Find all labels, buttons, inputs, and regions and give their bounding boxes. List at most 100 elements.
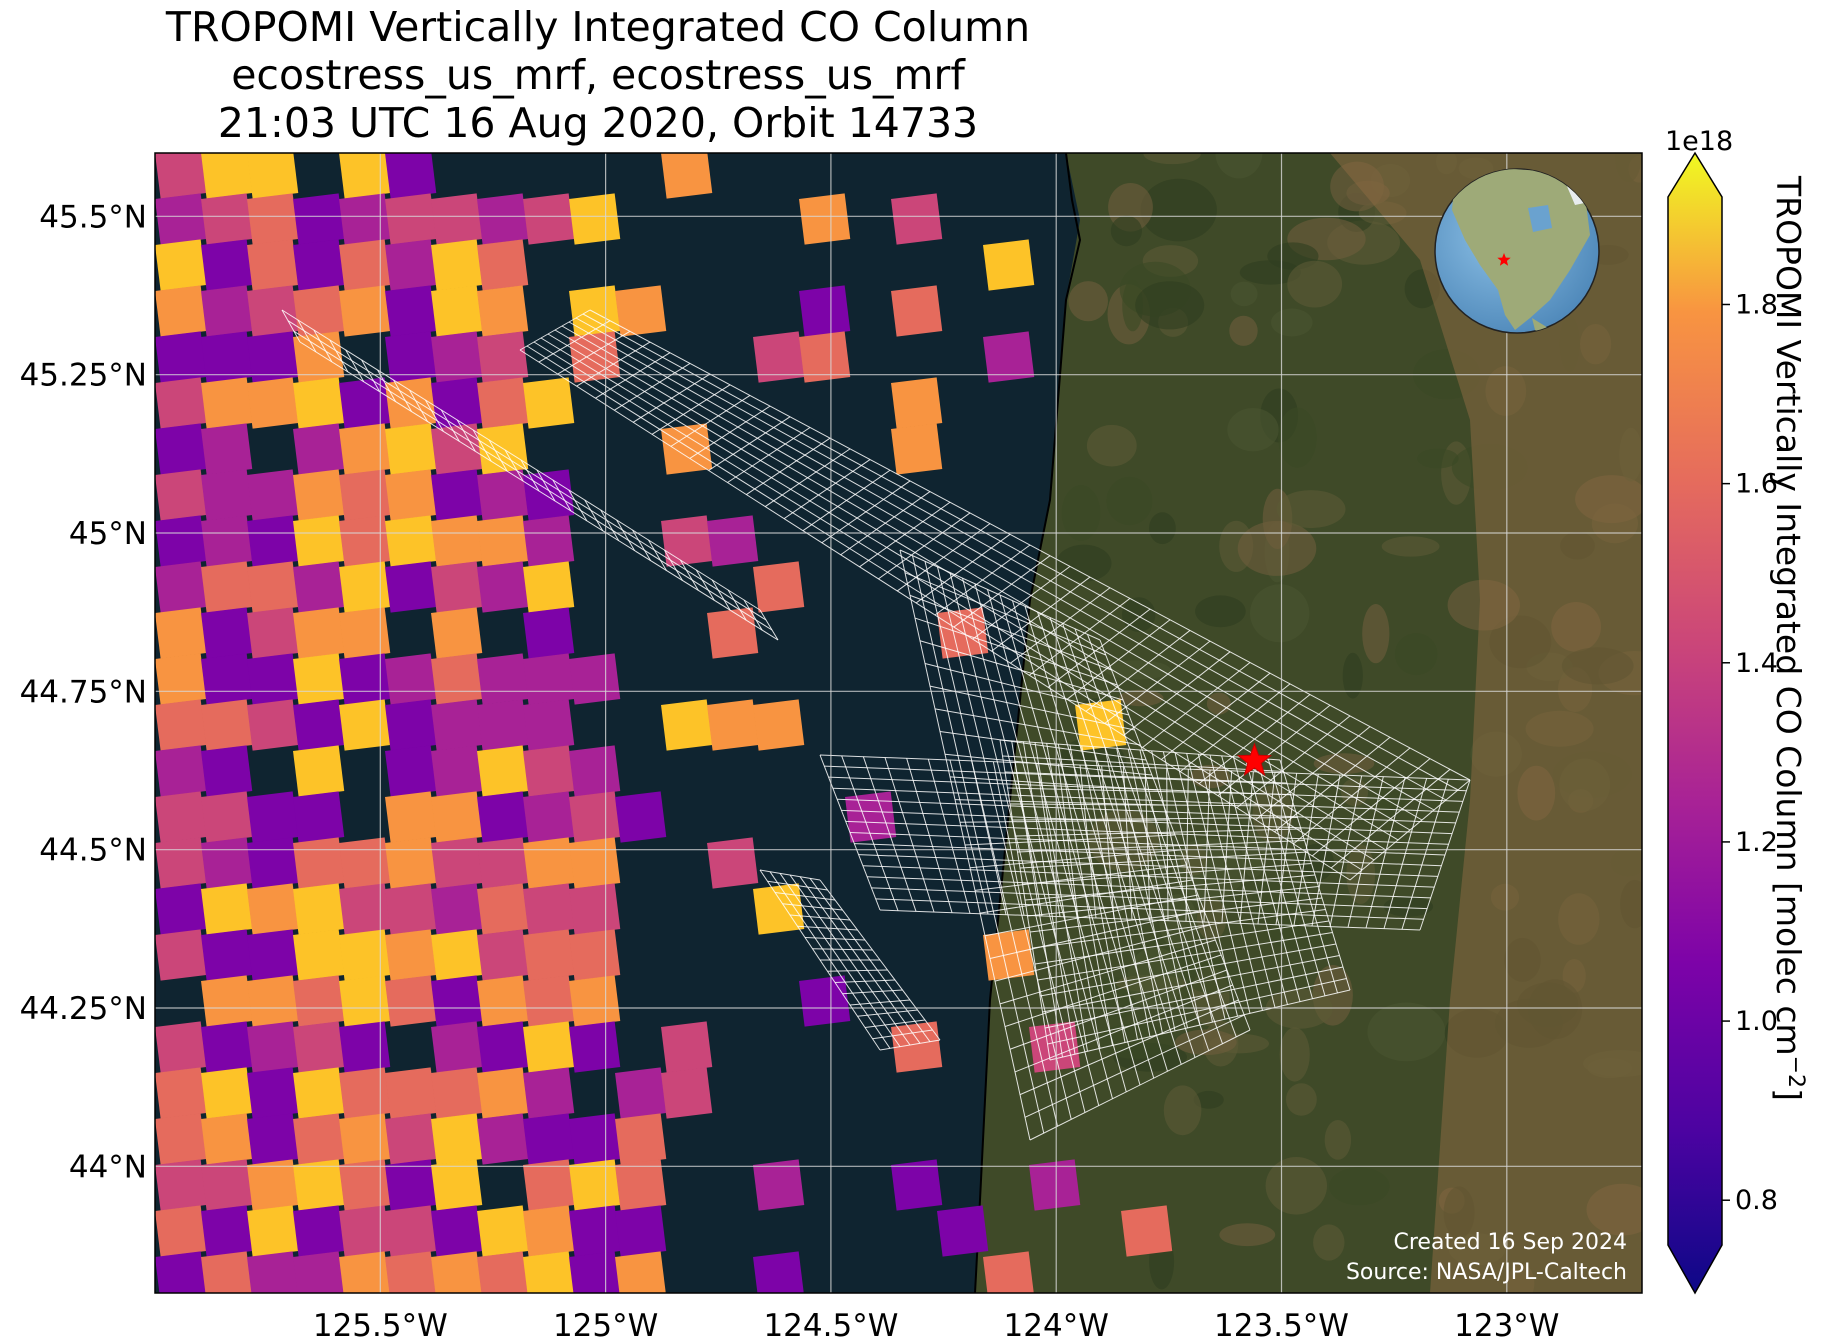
co-pixel xyxy=(661,1297,712,1343)
swath-grid-line xyxy=(727,589,747,621)
co-pixel xyxy=(385,837,437,889)
swath-grid-line xyxy=(854,843,1442,867)
lat-tick-label: 45°N xyxy=(69,516,147,552)
swath-grid-line xyxy=(1019,851,1309,869)
co-pixel xyxy=(477,285,529,337)
co-pixel xyxy=(201,653,253,705)
co-pixel xyxy=(339,193,391,245)
globe-hudson-bay xyxy=(1528,205,1552,232)
co-pixel xyxy=(477,1205,529,1257)
co-pixel xyxy=(155,1113,207,1165)
swath-grid-line xyxy=(520,459,540,492)
swath-grid-line xyxy=(924,662,1129,716)
co-pixel xyxy=(799,193,851,245)
land-texture-patch xyxy=(1279,1027,1310,1082)
land-texture-patch xyxy=(1313,753,1375,774)
swath-grid-line xyxy=(679,559,699,591)
co-pixel xyxy=(155,1251,207,1293)
swath-grid-line xyxy=(589,309,1471,781)
swath-grid-line xyxy=(1004,954,1222,1028)
co-pixel xyxy=(246,1067,299,1119)
co-pixel xyxy=(246,929,299,981)
swath-grid-line xyxy=(827,969,888,972)
swath-grid-line xyxy=(984,894,1199,937)
co-pixel xyxy=(200,1159,253,1211)
swath-grid-line xyxy=(536,469,556,502)
swath-grid-line xyxy=(663,549,683,581)
land-texture-patch xyxy=(1105,660,1171,680)
co-pixel xyxy=(338,699,391,751)
co-pixel xyxy=(201,153,253,199)
co-pixel xyxy=(293,469,345,521)
co-pixel xyxy=(568,929,621,981)
co-pixel xyxy=(523,1159,575,1211)
land-texture-patch xyxy=(1313,1224,1345,1261)
land-texture-patch xyxy=(1271,308,1313,337)
co-pixel xyxy=(155,745,207,797)
swath-grid-line xyxy=(329,339,349,373)
swath-grid-line xyxy=(409,389,428,422)
co-pixel xyxy=(339,377,391,429)
latitude-axis: 45.5°N 45.25°N 45°N 44.75°N 44.5°N 44.25°N 44°… xyxy=(20,199,147,1185)
land-texture-patch xyxy=(1381,536,1440,557)
swath-grid-line xyxy=(1024,874,1316,901)
co-pixel xyxy=(477,653,529,705)
land-texture-patch xyxy=(1342,652,1363,699)
land-texture-patch xyxy=(1227,408,1279,452)
swath-grid-line xyxy=(834,979,896,983)
land-texture-patch xyxy=(1061,485,1101,541)
swath-grid-line xyxy=(872,1029,933,1040)
co-pixel xyxy=(431,653,483,705)
co-pixel xyxy=(752,883,805,935)
co-pixel xyxy=(246,975,299,1027)
co-pixel xyxy=(246,239,299,291)
colorbar-tick-label: 1.4 xyxy=(1735,648,1778,679)
lon-tick-label: 124°W xyxy=(1004,1308,1109,1343)
land-texture-patch xyxy=(1106,476,1153,526)
swath-grid-line xyxy=(575,317,1447,801)
co-pixel xyxy=(523,193,575,245)
swath-grid-line xyxy=(1047,978,1347,1045)
co-pixel xyxy=(385,883,437,935)
co-pixel xyxy=(477,561,529,613)
co-pixel xyxy=(431,1205,483,1257)
swath-grid-line xyxy=(909,594,1112,671)
land-texture-patch xyxy=(1193,1090,1224,1109)
target-location-star-icon[interactable] xyxy=(1236,742,1272,776)
co-pixel xyxy=(201,791,253,843)
land-texture-patch xyxy=(1163,1085,1202,1136)
co-pixel xyxy=(201,193,253,245)
land-texture-patch xyxy=(1056,544,1112,582)
co-pixel xyxy=(431,377,483,429)
co-pixel xyxy=(155,1067,207,1119)
co-pixel xyxy=(983,1251,1035,1293)
land-texture-patch xyxy=(1230,281,1258,307)
co-pixel xyxy=(430,1159,483,1211)
co-pixel xyxy=(523,515,575,567)
swath-grid-line xyxy=(759,869,821,881)
swath-grid-line xyxy=(616,519,636,551)
credit-created: Created 16 Sep 2024 xyxy=(1394,1230,1628,1255)
co-pixel xyxy=(707,515,759,567)
longitude-axis: 125.5°W 125°W 124.5°W 124°W 123.5°W 123°W xyxy=(313,1308,1560,1343)
land-texture-patch xyxy=(1286,1083,1317,1116)
swath-grid-line xyxy=(841,809,1453,835)
co-pixel xyxy=(431,929,483,981)
co-pixel xyxy=(155,469,207,521)
co-pixel xyxy=(293,883,345,935)
co-pixel xyxy=(707,1297,758,1343)
map-panel[interactable]: Created 16 Sep 2024 Source: NASA/JPL-Cal… xyxy=(155,128,1671,1343)
swath-grid-line xyxy=(989,909,1204,959)
co-pixel xyxy=(385,153,437,199)
co-pixel xyxy=(339,469,391,521)
swath-grid-line xyxy=(782,903,843,911)
swath-grid-line xyxy=(944,753,1152,776)
swath-grid-line xyxy=(797,925,858,931)
swath-grid-line xyxy=(533,341,1375,861)
co-pixel xyxy=(339,1159,391,1211)
land-texture-patch xyxy=(1122,597,1156,632)
co-pixel xyxy=(568,1205,621,1257)
colorbar-label-text: TROPOMI Vertically Integrated CO Column … xyxy=(1769,176,1808,1056)
co-pixel xyxy=(799,975,851,1027)
co-pixel xyxy=(385,285,437,337)
